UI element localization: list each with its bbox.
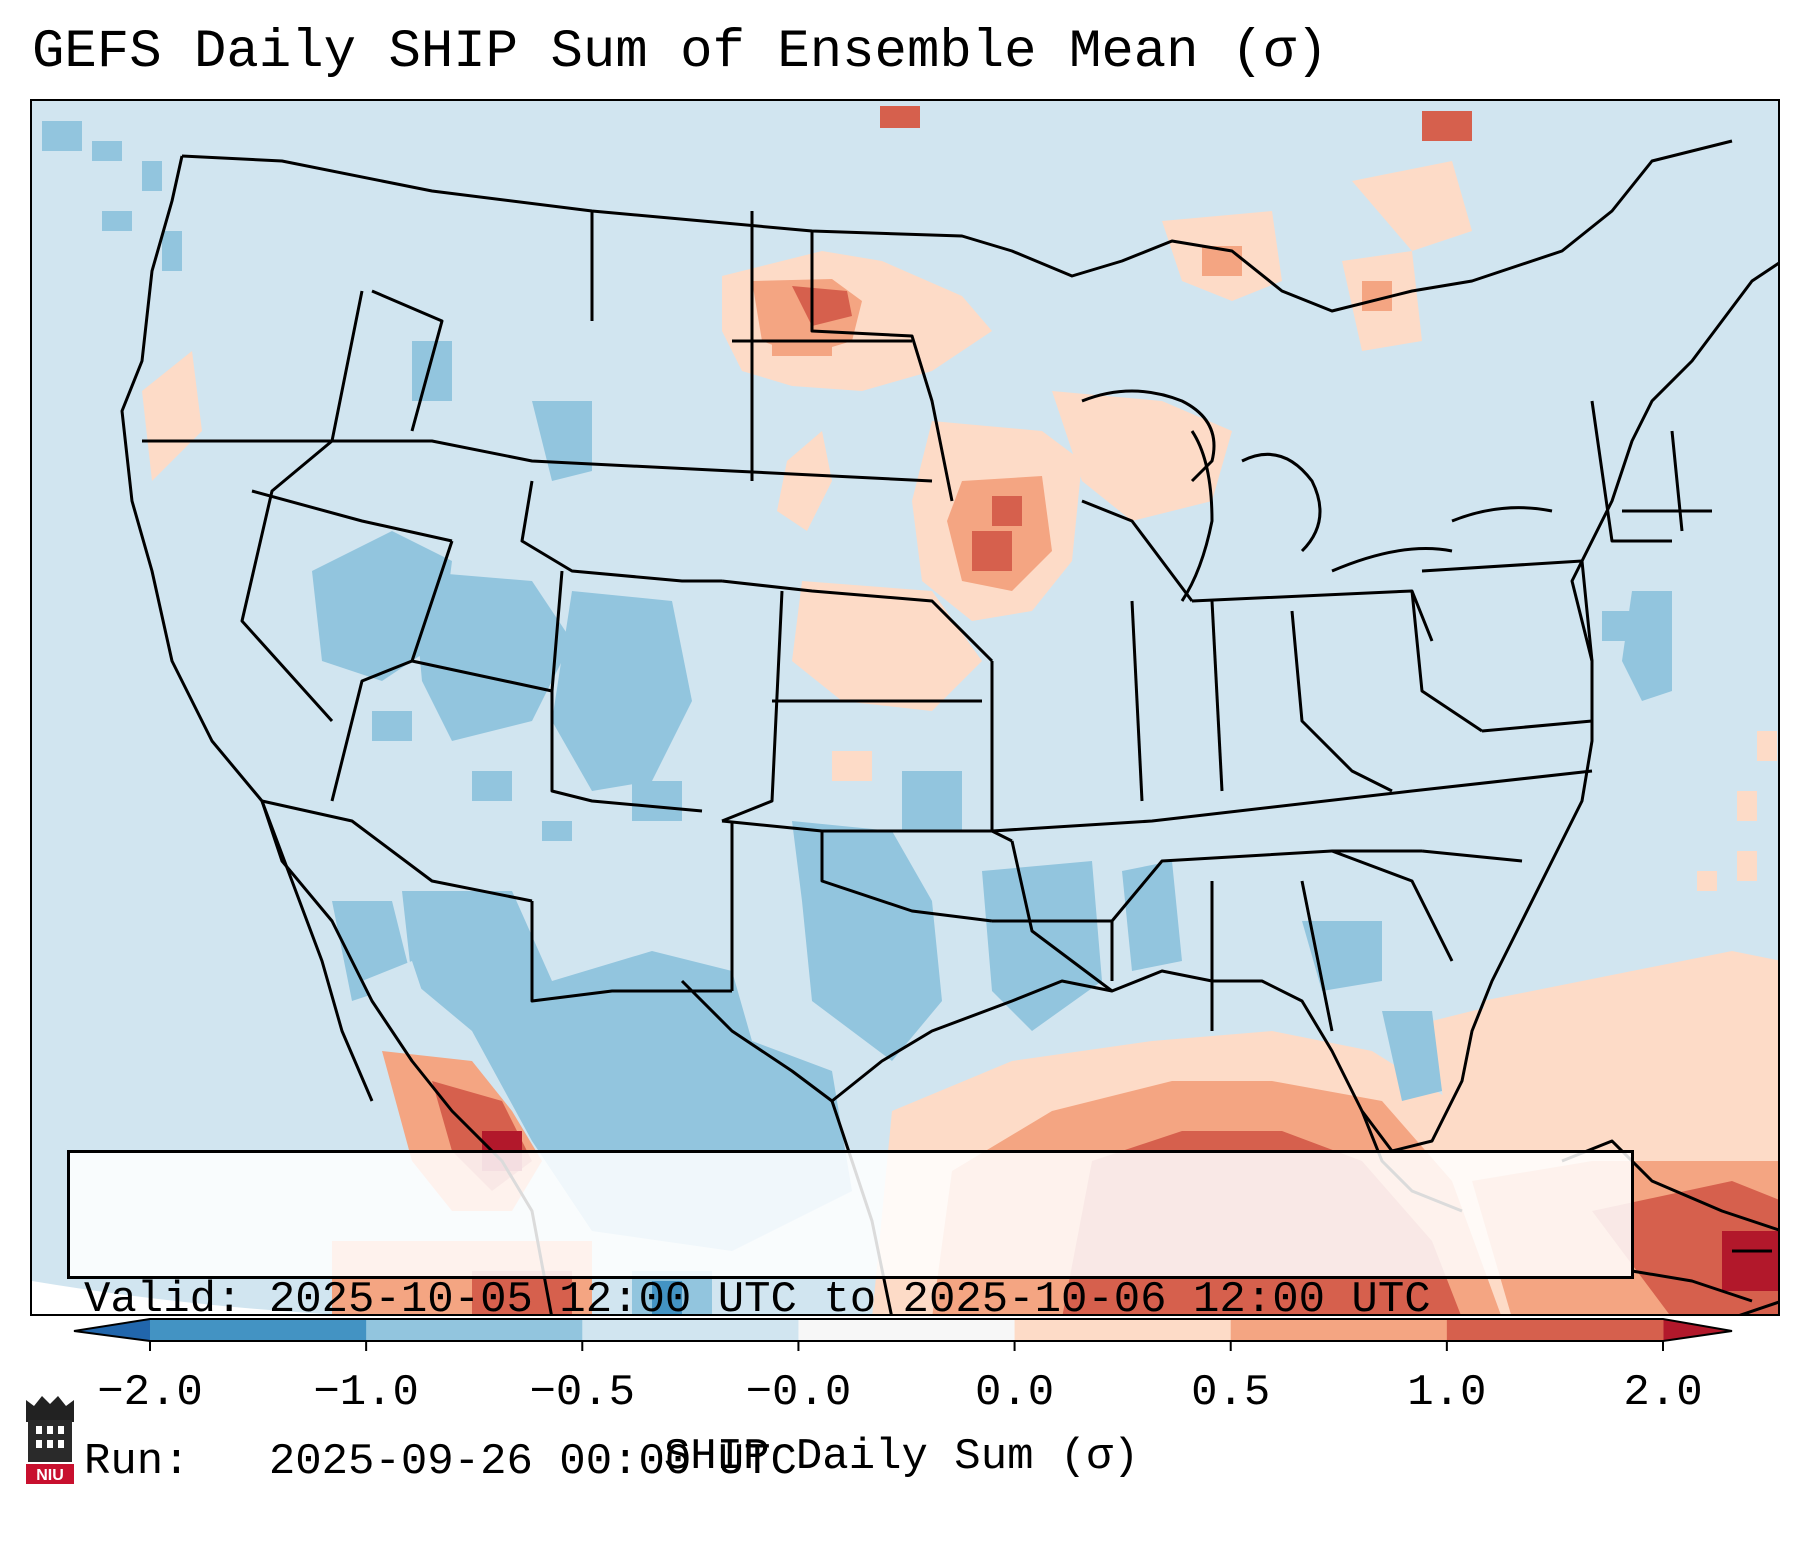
colorbar-tick-label: 2.0 [1623,1368,1703,1418]
colorbar-svg [73,1318,1733,1351]
colorbar-tick-label: −0.0 [745,1368,852,1418]
chart-title: GEFS Daily SHIP Sum of Ensemble Mean (σ) [32,22,1329,83]
baja-coastline [260,800,374,1102]
negative-anomalies [42,121,1672,1314]
logo-text: NIU [36,1467,64,1484]
colorbar-over-arrow [1663,1319,1732,1341]
colorbar: −2.0 −1.0 −0.5 −0.0 0.0 0.5 1.0 2.0 SHIP Daily … [0,1316,1803,1506]
colorbar-tick-label: −0.5 [529,1368,636,1418]
east-gulf-coastline [680,261,1778,1153]
map-svg [32,101,1778,1314]
lake-superior [1081,389,1216,483]
colorbar-bin [1230,1319,1448,1341]
colorbar-bin [150,1319,367,1341]
map-panel[interactable] [30,99,1780,1316]
lake-huron [1241,452,1322,553]
lake-ontario [1451,506,1553,523]
colorbar-tick-label: −1.0 [313,1368,419,1418]
lake-erie [1331,547,1453,573]
valid-row: Valid: 2025-10-05 12:00 UTC to 2025-10-0… [84,1273,1617,1327]
colorbar-bin [582,1319,799,1341]
run-value: 2025-09-26 00:00 UTC [268,1437,797,1487]
colorbar-label: SHIP Daily Sum (σ) [663,1432,1140,1482]
colorbar-tick-label: 0.0 [974,1368,1055,1418]
colorbar-bin [1014,1319,1232,1341]
west-coastline [120,155,553,1314]
run-label: Run: [84,1437,190,1487]
colorbar-tick-label: 1.0 [1407,1368,1487,1418]
valid-run-info-box: Valid: 2025-10-05 12:00 UTC to 2025-10-0… [67,1150,1634,1487]
run-row: Run: 2025-09-26 00:00 UTC [84,1435,1617,1489]
outside-projection [32,1281,324,1314]
colorbar-bin [366,1319,583,1341]
colorbar-tick-label: −2.0 [97,1368,203,1418]
valid-value: 2025-10-05 12:00 UTC to 2025-10-06 12:00… [268,1275,1431,1325]
colorbar-under-arrow [74,1319,150,1341]
lake-michigan [1180,430,1214,602]
colorbar-bin [1446,1319,1664,1341]
valid-label: Valid: [84,1275,243,1325]
colorbar-bin [798,1319,1016,1341]
colorbar-tick-label: 0.5 [1191,1368,1271,1418]
niu-logo: NIU [22,1392,78,1488]
